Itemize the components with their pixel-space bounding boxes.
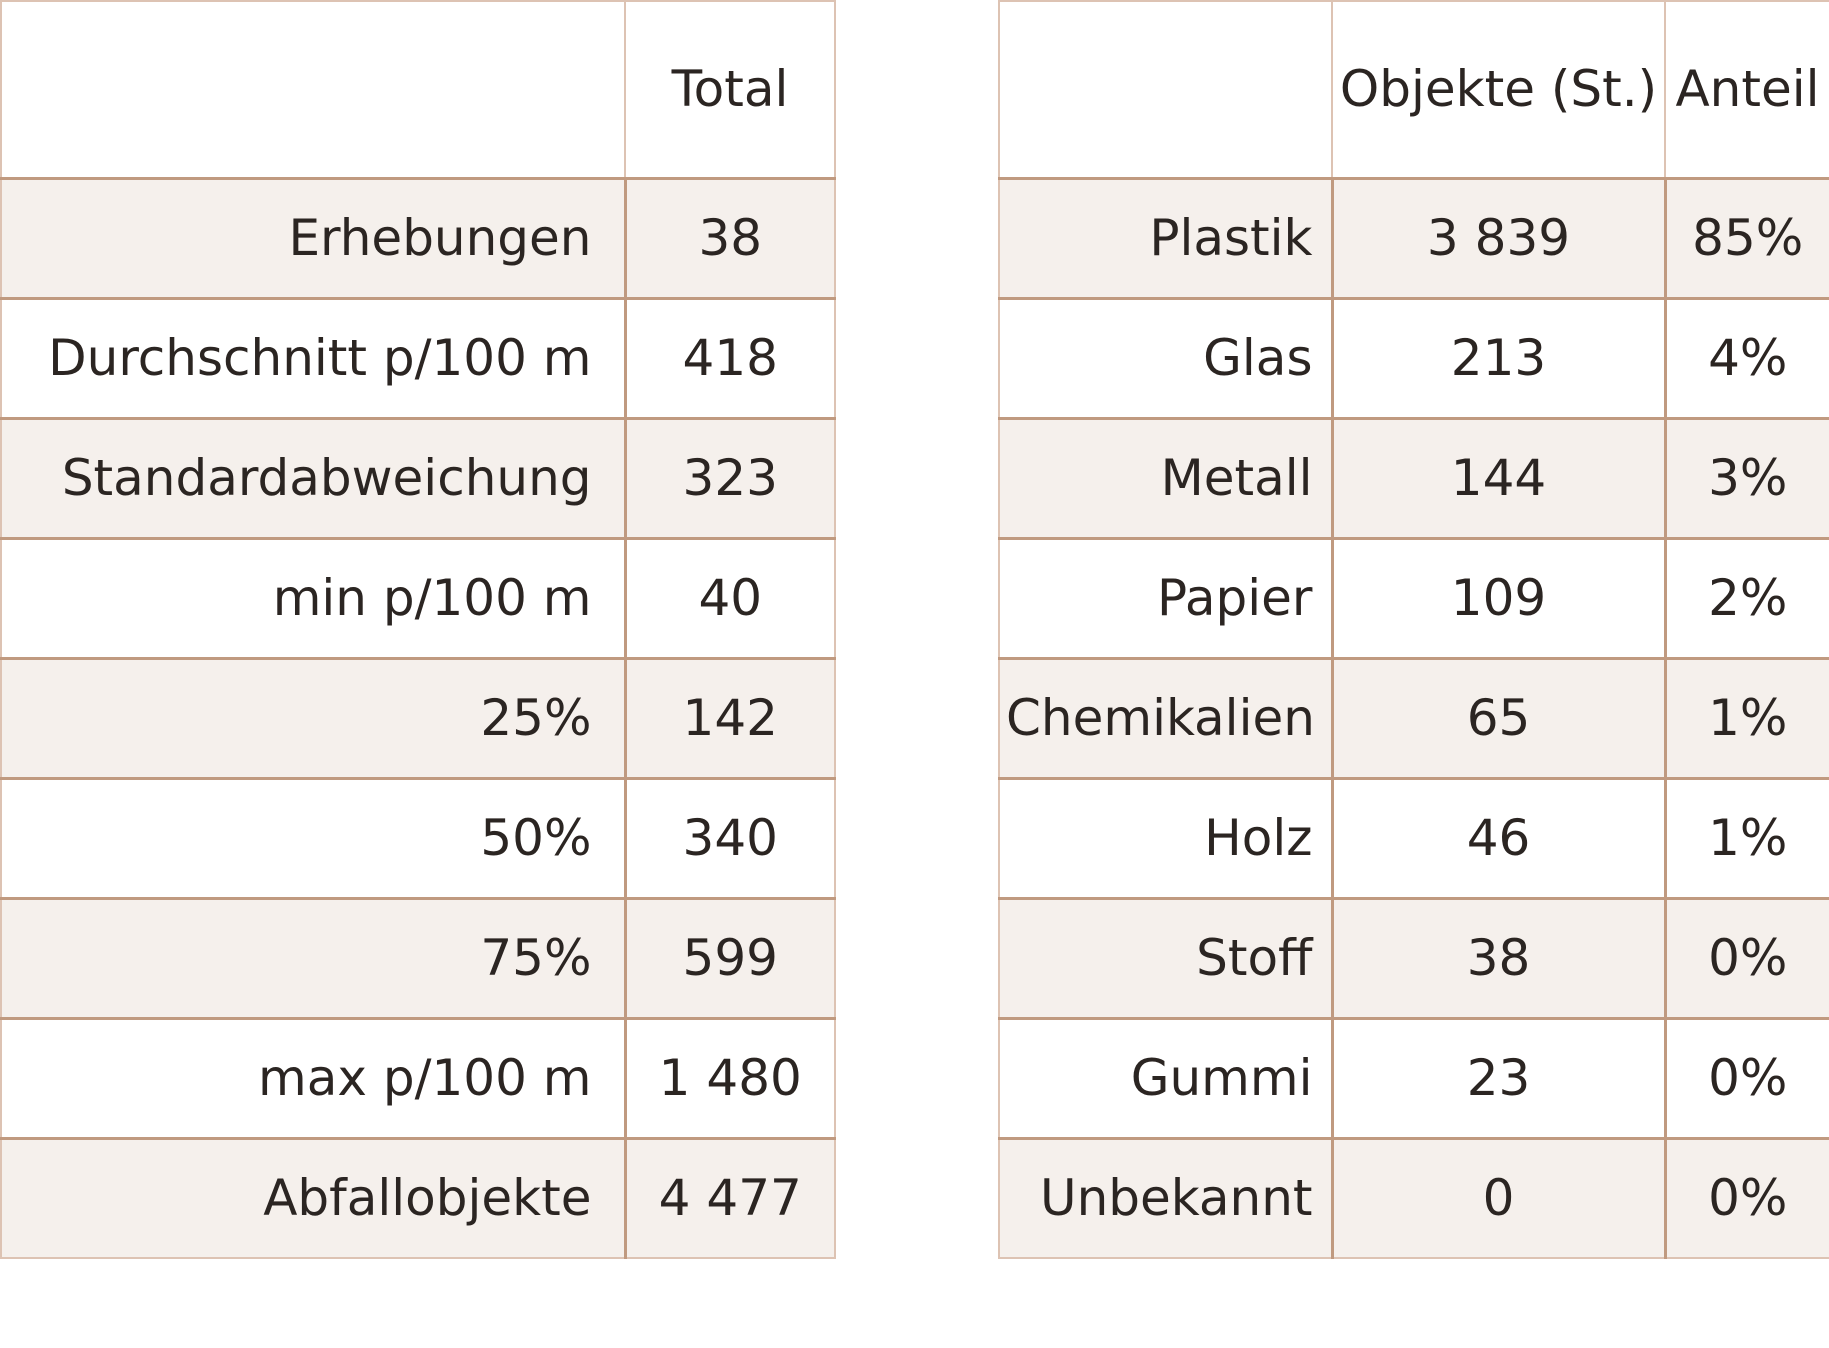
material-share: 2% — [1663, 537, 1829, 659]
row-label: min p/100 m — [0, 537, 626, 659]
material-header-empty — [998, 0, 1333, 179]
row-label: 75% — [0, 897, 626, 1019]
material-share: 85% — [1663, 177, 1829, 299]
table-row: Unbekannt 0 0% — [998, 1137, 1829, 1259]
row-value: 340 — [623, 777, 836, 899]
table-row: Erhebungen 38 — [0, 177, 836, 299]
table-row: 75% 599 — [0, 897, 836, 1019]
table-row: 25% 142 — [0, 657, 836, 779]
table-row: Glas 213 4% — [998, 297, 1829, 419]
material-count: 109 — [1330, 537, 1666, 659]
summary-header-row: Total — [0, 0, 836, 179]
material-share: 4% — [1663, 297, 1829, 419]
row-label: Erhebungen — [0, 177, 626, 299]
summary-header-total: Total — [624, 0, 836, 179]
material-share: 1% — [1663, 657, 1829, 779]
material-label: Glas — [998, 297, 1333, 419]
table-row: Holz 46 1% — [998, 777, 1829, 899]
row-value: 323 — [623, 417, 836, 539]
row-value: 4 477 — [623, 1137, 836, 1259]
material-header-share: Anteil — [1664, 0, 1829, 179]
table-row: Metall 144 3% — [998, 417, 1829, 539]
material-count: 65 — [1330, 657, 1666, 779]
material-label: Gummi — [998, 1017, 1333, 1139]
material-share: 1% — [1663, 777, 1829, 899]
table-row: Standardabweichung 323 — [0, 417, 836, 539]
table-row: max p/100 m 1 480 — [0, 1017, 836, 1139]
row-label: 25% — [0, 657, 626, 779]
row-value: 1 480 — [623, 1017, 836, 1139]
table-row: Durchschnitt p/100 m 418 — [0, 297, 836, 419]
material-header-count: Objekte (St.) — [1331, 0, 1666, 179]
row-label: Abfallobjekte — [0, 1137, 626, 1259]
material-count: 46 — [1330, 777, 1666, 899]
table-row: Gummi 23 0% — [998, 1017, 1829, 1139]
table-row: Chemikalien 65 1% — [998, 657, 1829, 779]
row-value: 599 — [623, 897, 836, 1019]
material-count: 213 — [1330, 297, 1666, 419]
material-label: Holz — [998, 777, 1333, 899]
material-label: Plastik — [998, 177, 1333, 299]
row-label: Standardabweichung — [0, 417, 626, 539]
row-label: 50% — [0, 777, 626, 899]
material-label: Stoff — [998, 897, 1333, 1019]
material-count: 0 — [1330, 1137, 1666, 1259]
row-value: 418 — [623, 297, 836, 419]
row-label: Durchschnitt p/100 m — [0, 297, 626, 419]
material-share: 0% — [1663, 897, 1829, 1019]
row-value: 38 — [623, 177, 836, 299]
material-label: Metall — [998, 417, 1333, 539]
material-share: 0% — [1663, 1017, 1829, 1139]
table-row: Stoff 38 0% — [998, 897, 1829, 1019]
row-label: max p/100 m — [0, 1017, 626, 1139]
material-count: 38 — [1330, 897, 1666, 1019]
material-table: Objekte (St.) Anteil Plastik 3 839 85% G… — [998, 0, 1829, 1259]
row-value: 40 — [623, 537, 836, 659]
material-count: 3 839 — [1330, 177, 1666, 299]
material-share: 0% — [1663, 1137, 1829, 1259]
row-value: 142 — [623, 657, 836, 779]
table-row: Plastik 3 839 85% — [998, 177, 1829, 299]
material-share: 3% — [1663, 417, 1829, 539]
material-count: 144 — [1330, 417, 1666, 539]
table-row: 50% 340 — [0, 777, 836, 899]
summary-table: Total Erhebungen 38 Durchschnitt p/100 m… — [0, 0, 836, 1259]
material-label: Unbekannt — [998, 1137, 1333, 1259]
table-row: Abfallobjekte 4 477 — [0, 1137, 836, 1259]
material-count: 23 — [1330, 1017, 1666, 1139]
material-label: Papier — [998, 537, 1333, 659]
material-header-row: Objekte (St.) Anteil — [998, 0, 1829, 179]
table-row: min p/100 m 40 — [0, 537, 836, 659]
material-label: Chemikalien — [998, 657, 1333, 779]
table-row: Papier 109 2% — [998, 537, 1829, 659]
summary-header-empty — [0, 0, 626, 179]
